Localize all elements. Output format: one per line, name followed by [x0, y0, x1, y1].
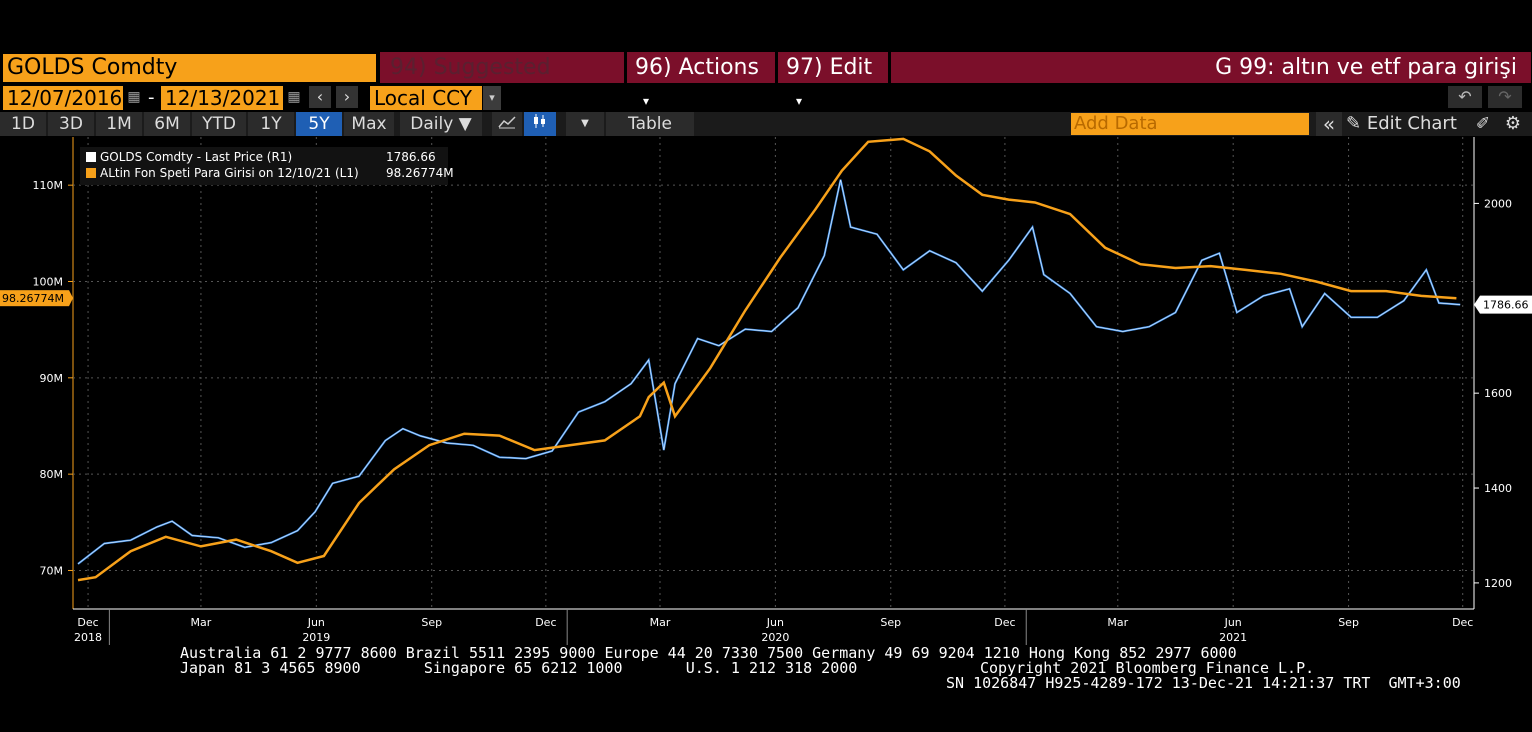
range-button-max[interactable]: Max [344, 112, 394, 136]
series-line-gold [77, 179, 1461, 565]
chevron-down-icon[interactable]: ▾ [483, 86, 501, 110]
legend-label: ALtin Fon Speti Para Girisi on 12/10/21 … [100, 166, 359, 180]
x-tick-label: Jun [766, 616, 784, 629]
series-line-gold-highlight [77, 179, 1461, 565]
x-year-label: 2019 [302, 631, 330, 644]
x-tick-label: Mar [191, 616, 212, 629]
footer-contacts-2: Japan 81 3 4565 8900 Singapore 65 6212 1… [180, 659, 858, 677]
security-field[interactable]: GOLDS Comdty [3, 54, 376, 82]
x-tick-label: Dec [1452, 616, 1473, 629]
right-tick-label: 1400 [1484, 482, 1512, 495]
chevron-down-icon: ▾ [796, 94, 803, 108]
x-tick-label: Dec [535, 616, 556, 629]
left-tick-label: 110M [33, 179, 64, 192]
gear-icon[interactable]: ⚙ [1504, 113, 1522, 134]
x-year-label: 2020 [761, 631, 789, 644]
price-chart[interactable]: 70M 80M 90M 100M 110M 1200 1400 1600 2000 Dec Mar J… [0, 137, 1532, 645]
line-chart-icon[interactable] [492, 112, 522, 136]
x-tick-label: Sep [421, 616, 442, 629]
x-tick-label: Jun [1224, 616, 1242, 629]
range-button-3d[interactable]: 3D [48, 112, 94, 136]
x-tick-label: Mar [1107, 616, 1128, 629]
last-value-left: 98.26774M [2, 292, 64, 305]
x-tick-label: Dec [994, 616, 1015, 629]
calendar-icon[interactable]: ▦ [127, 89, 141, 105]
edit-settings-icon[interactable]: ✐ [1475, 114, 1491, 134]
legend-label: GOLDS Comdty - Last Price (R1) [100, 150, 293, 164]
x-year-label: 2018 [74, 631, 102, 644]
range-button-ytd[interactable]: YTD [192, 112, 246, 136]
legend-value: 1786.66 [386, 150, 436, 164]
table-button[interactable]: Table [606, 112, 694, 136]
calendar-icon[interactable]: ▦ [287, 89, 301, 105]
range-button-6m[interactable]: 6M [144, 112, 190, 136]
edit-chart-label: Edit Chart [1366, 113, 1457, 134]
chevron-right-icon[interactable]: › [336, 86, 358, 108]
candlestick-icon[interactable] [524, 112, 556, 136]
add-data-input[interactable]: Add Data [1071, 113, 1309, 135]
x-year-label: 2021 [1219, 631, 1247, 644]
frequency-select[interactable]: Daily ▼ [400, 112, 482, 136]
right-tick-label: 1600 [1484, 387, 1512, 400]
last-value-tag-left-arrow [69, 290, 73, 307]
last-value-tag-right [1480, 295, 1532, 314]
left-tick-label: 100M [33, 275, 64, 288]
chart-title: G 99: altın ve etf para girişi [891, 52, 1531, 83]
actions-menu[interactable]: 96) Actions ▾ [627, 52, 775, 108]
last-value-tag-right-arrow [1474, 295, 1480, 314]
series-line-flow [77, 137, 1457, 582]
footer-copyright: Copyright 2021 Bloomberg Finance L.P. [980, 659, 1315, 677]
legend-swatch [86, 168, 96, 178]
x-tick-label: Sep [1338, 616, 1359, 629]
range-button-5y[interactable]: 5Y [296, 112, 342, 136]
pencil-icon: ✎ [1346, 113, 1362, 134]
legend-item-gold: GOLDS Comdty - Last Price (R1) 1786.66 [86, 149, 436, 165]
suggested-charts-button[interactable]: 94) Suggested Charts [380, 52, 624, 111]
redo-icon[interactable]: ↷ [1488, 86, 1522, 108]
right-tick-label: 1200 [1484, 577, 1512, 590]
left-tick-label: 70M [40, 564, 64, 577]
footer-session: SN 1026847 H925-4289-172 13-Dec-21 14:21… [946, 674, 1461, 692]
chart-type-dropdown[interactable]: ▼ [566, 112, 604, 136]
chevron-down-icon: ▼ [458, 114, 472, 134]
legend-item-flow: ALtin Fon Speti Para Girisi on 12/10/21 … [86, 165, 454, 181]
date-separator: - [148, 87, 155, 108]
footer-contacts: Australia 61 2 9777 8600 Brazil 5511 239… [180, 644, 1237, 662]
x-tick-label: Mar [650, 616, 671, 629]
undo-icon[interactable]: ↶ [1448, 86, 1482, 108]
left-tick-label: 90M [40, 372, 64, 385]
x-tick-label: Jun [307, 616, 325, 629]
range-button-1y[interactable]: 1Y [248, 112, 294, 136]
start-date-input[interactable]: 12/07/2016 [3, 86, 123, 110]
chevron-left-icon[interactable]: ‹ [309, 86, 331, 108]
right-tick-label: 2000 [1484, 197, 1512, 210]
actions-label: 96) Actions [635, 55, 759, 80]
currency-select[interactable]: Local CCY [370, 86, 482, 110]
edit-label: 97) Edit [786, 55, 873, 80]
range-button-1m[interactable]: 1M [96, 112, 142, 136]
x-tick-label: Sep [880, 616, 901, 629]
chevron-down-icon: ▾ [643, 94, 650, 108]
last-value-right: 1786.66 [1483, 299, 1529, 312]
last-value-tag-left [0, 290, 69, 307]
edit-chart-button[interactable]: ✎ Edit Chart [1346, 112, 1457, 136]
x-tick-label: Dec [77, 616, 98, 629]
range-button-1d[interactable]: 1D [0, 112, 46, 136]
double-chevron-left-icon[interactable]: « [1316, 112, 1342, 136]
chart-legend: GOLDS Comdty - Last Price (R1) 1786.66 A… [80, 147, 454, 185]
left-tick-label: 80M [40, 468, 64, 481]
end-date-input[interactable]: 12/13/2021 [161, 86, 283, 110]
edit-menu[interactable]: 97) Edit ▾ [778, 52, 888, 108]
legend-value: 98.26774M [386, 166, 454, 180]
legend-swatch [86, 152, 96, 162]
frequency-label: Daily [410, 114, 454, 134]
